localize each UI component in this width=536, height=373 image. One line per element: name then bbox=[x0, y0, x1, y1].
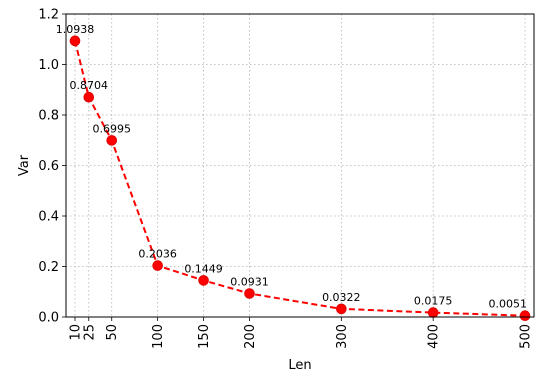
y-tick-label: 0.8 bbox=[38, 109, 59, 124]
data-point bbox=[69, 35, 81, 47]
data-label: 0.0322 bbox=[322, 291, 361, 304]
data-points bbox=[69, 35, 531, 322]
grid-lines bbox=[66, 13, 534, 318]
data-point bbox=[244, 288, 255, 299]
data-label: 0.0051 bbox=[489, 298, 528, 311]
data-labels: 1.0938 0.8704 0.6995 0.2036 0.1449 0.0931 0.03… bbox=[56, 23, 527, 311]
x-tick-label: 200 bbox=[243, 324, 258, 349]
series-line bbox=[74, 40, 526, 317]
data-label: 0.6995 bbox=[92, 122, 131, 135]
y-tick-label: 1.2 bbox=[38, 8, 59, 23]
y-tick-label: 1.0 bbox=[38, 58, 59, 73]
x-tick-label: 25 bbox=[82, 324, 97, 341]
y-tick-label: 0.4 bbox=[38, 210, 59, 225]
data-point bbox=[198, 275, 209, 286]
data-point bbox=[427, 307, 439, 318]
data-label: 0.1449 bbox=[184, 262, 223, 275]
x-tick-label: 50 bbox=[105, 324, 120, 341]
data-label: 0.8704 bbox=[70, 79, 109, 92]
data-label: 0.2036 bbox=[138, 248, 177, 261]
data-point bbox=[519, 310, 531, 322]
y-axis-ticks: 0.0 0.2 0.4 0.6 0.8 1.0 1.2 bbox=[38, 8, 66, 326]
x-tick-label: 150 bbox=[197, 324, 212, 349]
data-point bbox=[336, 303, 347, 315]
data-point bbox=[152, 260, 163, 271]
plot-frame bbox=[65, 13, 535, 318]
x-tick-label: 300 bbox=[335, 324, 350, 349]
x-axis-label: Len bbox=[288, 358, 311, 373]
y-axis-label: Var bbox=[17, 154, 32, 176]
x-tick-label: 10 bbox=[69, 324, 84, 341]
data-label: 1.0938 bbox=[56, 23, 95, 36]
x-tick-label: 100 bbox=[151, 324, 166, 349]
data-point bbox=[83, 91, 95, 103]
y-tick-label: 0.2 bbox=[38, 260, 59, 275]
x-tick-label: 500 bbox=[519, 324, 534, 349]
data-label: 0.0175 bbox=[414, 295, 453, 308]
y-tick-label: 0.6 bbox=[38, 159, 59, 174]
x-tick-label: 400 bbox=[427, 324, 442, 349]
y-tick-label: 0.0 bbox=[38, 311, 59, 326]
data-label: 0.0931 bbox=[230, 275, 269, 288]
data-point bbox=[106, 135, 118, 146]
